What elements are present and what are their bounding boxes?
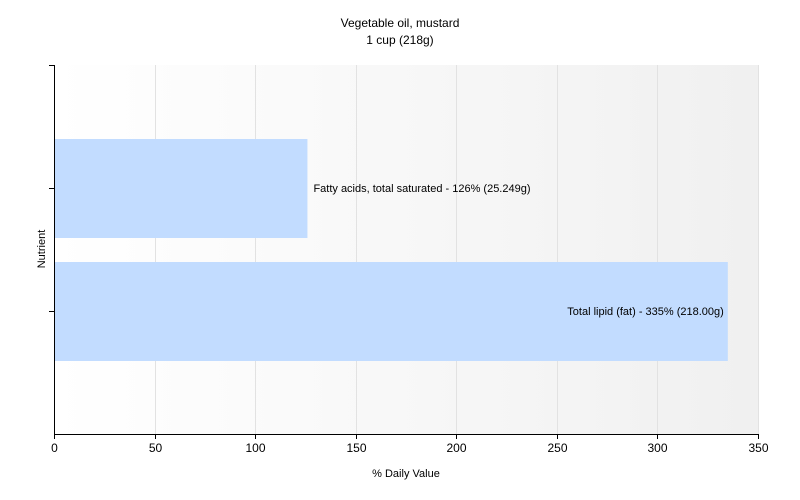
plot-area bbox=[54, 65, 758, 434]
x-tick-label: 300 bbox=[647, 441, 667, 455]
axes bbox=[49, 65, 759, 439]
tick-labels: 0 50 100 150 200 250 300 350 Fatty acids, total … bbox=[51, 183, 769, 455]
bar bbox=[55, 262, 728, 361]
x-tick-label: 0 bbox=[51, 441, 58, 455]
x-tick-label: 250 bbox=[547, 441, 567, 455]
bar bbox=[55, 139, 308, 238]
x-axis-title: % Daily Value bbox=[372, 468, 440, 480]
x-tick-label: 200 bbox=[446, 441, 466, 455]
chart-title: Vegetable oil, mustard bbox=[341, 16, 460, 30]
bars bbox=[55, 139, 728, 361]
chart-subtitle: 1 cup (218g) bbox=[366, 33, 433, 47]
x-tick-label: 100 bbox=[245, 441, 265, 455]
y-axis-title: Nutrient bbox=[36, 230, 48, 269]
x-tick-label: 50 bbox=[149, 441, 163, 455]
bar-data-label: Total lipid (fat) - 335% (218.00g) bbox=[567, 306, 724, 318]
x-tick-label: 350 bbox=[748, 441, 768, 455]
bar-data-label: Fatty acids, total saturated - 126% (25.… bbox=[313, 183, 530, 195]
gridlines bbox=[155, 65, 759, 434]
x-tick-label: 150 bbox=[346, 441, 366, 455]
